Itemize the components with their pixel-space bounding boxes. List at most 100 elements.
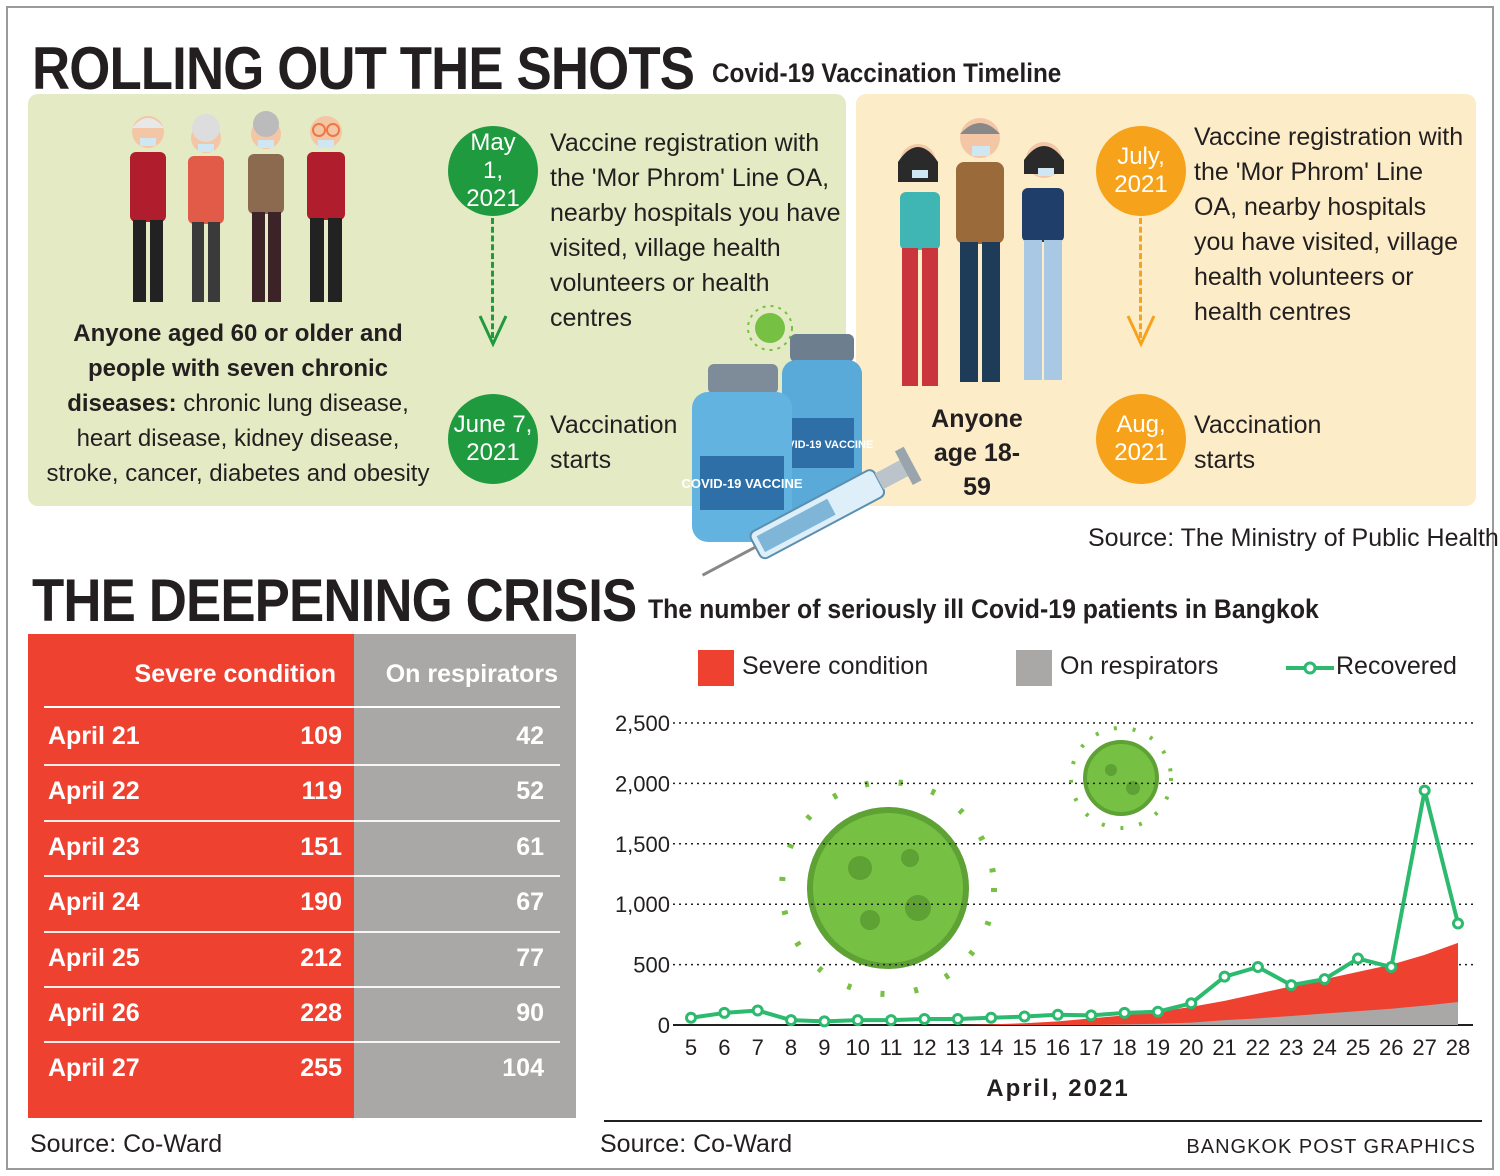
senior-figure xyxy=(130,116,166,302)
chart-y-tick-label: 500 xyxy=(633,953,670,978)
table-cell-date: April 26 xyxy=(48,999,140,1027)
chart-point-recovered xyxy=(1118,1006,1131,1019)
date-badge-july: July, 2021 xyxy=(1096,126,1186,216)
chart-x-tick-label: 24 xyxy=(1312,1035,1336,1060)
chart-point-recovered xyxy=(1151,1005,1164,1018)
credit-bangkok-post: BANGKOK POST GRAPHICS xyxy=(1186,1136,1476,1158)
chart-y-tick-label: 2,000 xyxy=(615,771,670,796)
chart-point-recovered xyxy=(1385,961,1398,974)
timeline-arrow-icon xyxy=(1126,315,1156,348)
source-chart: Source: Co-Ward xyxy=(600,1130,793,1158)
chart-areas xyxy=(691,942,1458,1025)
chart-x-tick-label: 21 xyxy=(1212,1035,1236,1060)
chart-x-tick-label: 12 xyxy=(912,1035,936,1060)
table-cell-severe: 119 xyxy=(301,777,342,806)
registration-text-adults: Vaccine registration with the 'Mor Phrom… xyxy=(1194,123,1464,326)
table-cell-date: April 25 xyxy=(48,943,140,972)
chart-x-tick-label: 5 xyxy=(685,1035,697,1060)
table-cell-severe: 228 xyxy=(300,999,342,1027)
table-cell-severe: 212 xyxy=(300,943,342,972)
chart-x-tick-label: 26 xyxy=(1379,1035,1403,1060)
chart-x-tick-label: 9 xyxy=(818,1035,830,1060)
vaccination-start-text-seniors: Vaccination starts xyxy=(550,411,678,474)
headline-deepening-crisis: THE DEEPENING CRISIS xyxy=(32,567,637,634)
chart-point-recovered xyxy=(818,1015,831,1028)
chart-x-tick-label: 27 xyxy=(1412,1035,1436,1060)
vial-icon: COVID-19 VACCINE xyxy=(771,334,873,510)
date-badge-aug-text: Aug, 2021 xyxy=(1114,411,1168,466)
chart-point-recovered xyxy=(885,1014,898,1027)
chart-point-recovered xyxy=(685,1011,697,1024)
chart-point-recovered xyxy=(1285,979,1298,992)
chart-y-axis: 0 500 1,000 1,500 2,000 2,500 xyxy=(615,711,670,1038)
legend-respirators-swatch xyxy=(1016,650,1052,686)
chart-y-tick-label: 1,500 xyxy=(615,832,670,857)
table-row-divider xyxy=(44,764,560,767)
chart-x-tick-label: 22 xyxy=(1246,1035,1270,1060)
chart-point-recovered xyxy=(985,1011,998,1024)
legend-recovered-label: Recovered xyxy=(1336,652,1457,680)
chart-x-tick-label: 18 xyxy=(1112,1035,1136,1060)
table-header-severe: Severe condition xyxy=(134,660,336,688)
adult-figure xyxy=(898,144,940,386)
chart-point-recovered xyxy=(1452,917,1464,930)
chart-point-recovered xyxy=(751,1004,764,1017)
chart-point-recovered xyxy=(1351,952,1364,965)
chart-x-tick-label: 23 xyxy=(1279,1035,1303,1060)
virus-icon xyxy=(747,305,793,351)
seniors-illustration xyxy=(130,111,345,302)
table-cell-date: April 23 xyxy=(48,832,140,861)
date-badge-july-text: July, 2021 xyxy=(1114,143,1168,198)
seniors-description: Anyone aged 60 or older and people with … xyxy=(38,316,438,491)
timeline-arrow-icon xyxy=(478,315,508,348)
table-cell-severe: 190 xyxy=(300,888,342,917)
legend-respirators-label: On respirators xyxy=(1060,652,1219,680)
chart-x-tick-label: 15 xyxy=(1012,1035,1036,1060)
chart-y-tick-label: 1,000 xyxy=(615,892,670,917)
chart-x-tick-label: 6 xyxy=(718,1035,730,1060)
headline-crisis-subtitle: The number of seriously ill Covid-19 pat… xyxy=(648,594,1319,624)
legend-recovered-swatch xyxy=(1286,661,1334,675)
chart-area-severe xyxy=(691,942,1458,1025)
chart-point-recovered xyxy=(1318,973,1331,986)
chart-x-tick-label: 20 xyxy=(1179,1035,1203,1060)
chart-x-tick-label: 25 xyxy=(1346,1035,1370,1060)
table-row-divider xyxy=(44,986,560,988)
timeline-connector xyxy=(1139,218,1142,338)
senior-figure xyxy=(248,111,284,302)
headline-rolling-out: ROLLING OUT THE SHOTS xyxy=(32,35,695,102)
chart-area-respirators xyxy=(691,1002,1458,1025)
chart-point-recovered xyxy=(1018,1010,1031,1023)
chart-x-tick-label: 13 xyxy=(946,1035,970,1060)
vial-label-front: COVID-19 VACCINE xyxy=(681,476,802,491)
table-cell-date: April 24 xyxy=(48,888,140,917)
crisis-table: Severe condition On respirators April 21… xyxy=(28,634,576,1118)
chart-x-tick-label: 17 xyxy=(1079,1035,1103,1060)
senior-figure xyxy=(188,114,224,302)
date-badge-june: June 7, 2021 xyxy=(448,394,538,484)
table-cell-respirators: 61 xyxy=(516,832,544,861)
chart-x-axis: 5 6 7 8 9 10 11 12 13 14 15 16 17 18 19 20 21 22 23 24 25 26 2… xyxy=(685,1035,1470,1060)
source-ministry: Source: The Ministry of Public Health xyxy=(1088,524,1499,552)
chart-point-recovered xyxy=(1185,997,1198,1010)
table-row-divider xyxy=(44,1041,560,1044)
chart-point-recovered xyxy=(785,1014,798,1027)
table-cell-respirators: 77 xyxy=(516,943,544,972)
syringe-icon xyxy=(701,446,922,577)
chart-x-tick-label: 10 xyxy=(845,1035,869,1060)
table-cell-severe: 151 xyxy=(300,832,342,861)
chart-point-recovered xyxy=(1085,1009,1098,1022)
vial-icon: COVID-19 VACCINE xyxy=(681,364,803,542)
chart-y-tick-label: 0 xyxy=(658,1013,670,1038)
date-badge-june-text: June 7, 2021 xyxy=(453,411,533,466)
registration-text-seniors: Vaccine registration with the 'Mor Phrom… xyxy=(550,129,841,332)
seniors-description-bold: Anyone aged 60 or older and people with … xyxy=(67,320,403,417)
chart-point-recovered xyxy=(718,1006,731,1019)
chart-x-tick-label: 11 xyxy=(880,1035,903,1060)
table-header-divider xyxy=(44,706,560,708)
chart-point-recovered xyxy=(1418,784,1431,797)
table-cell-date: April 22 xyxy=(48,777,140,806)
adults-illustration xyxy=(898,118,1064,386)
table-row-divider xyxy=(44,819,560,822)
table-cell-respirators: 52 xyxy=(516,777,544,806)
